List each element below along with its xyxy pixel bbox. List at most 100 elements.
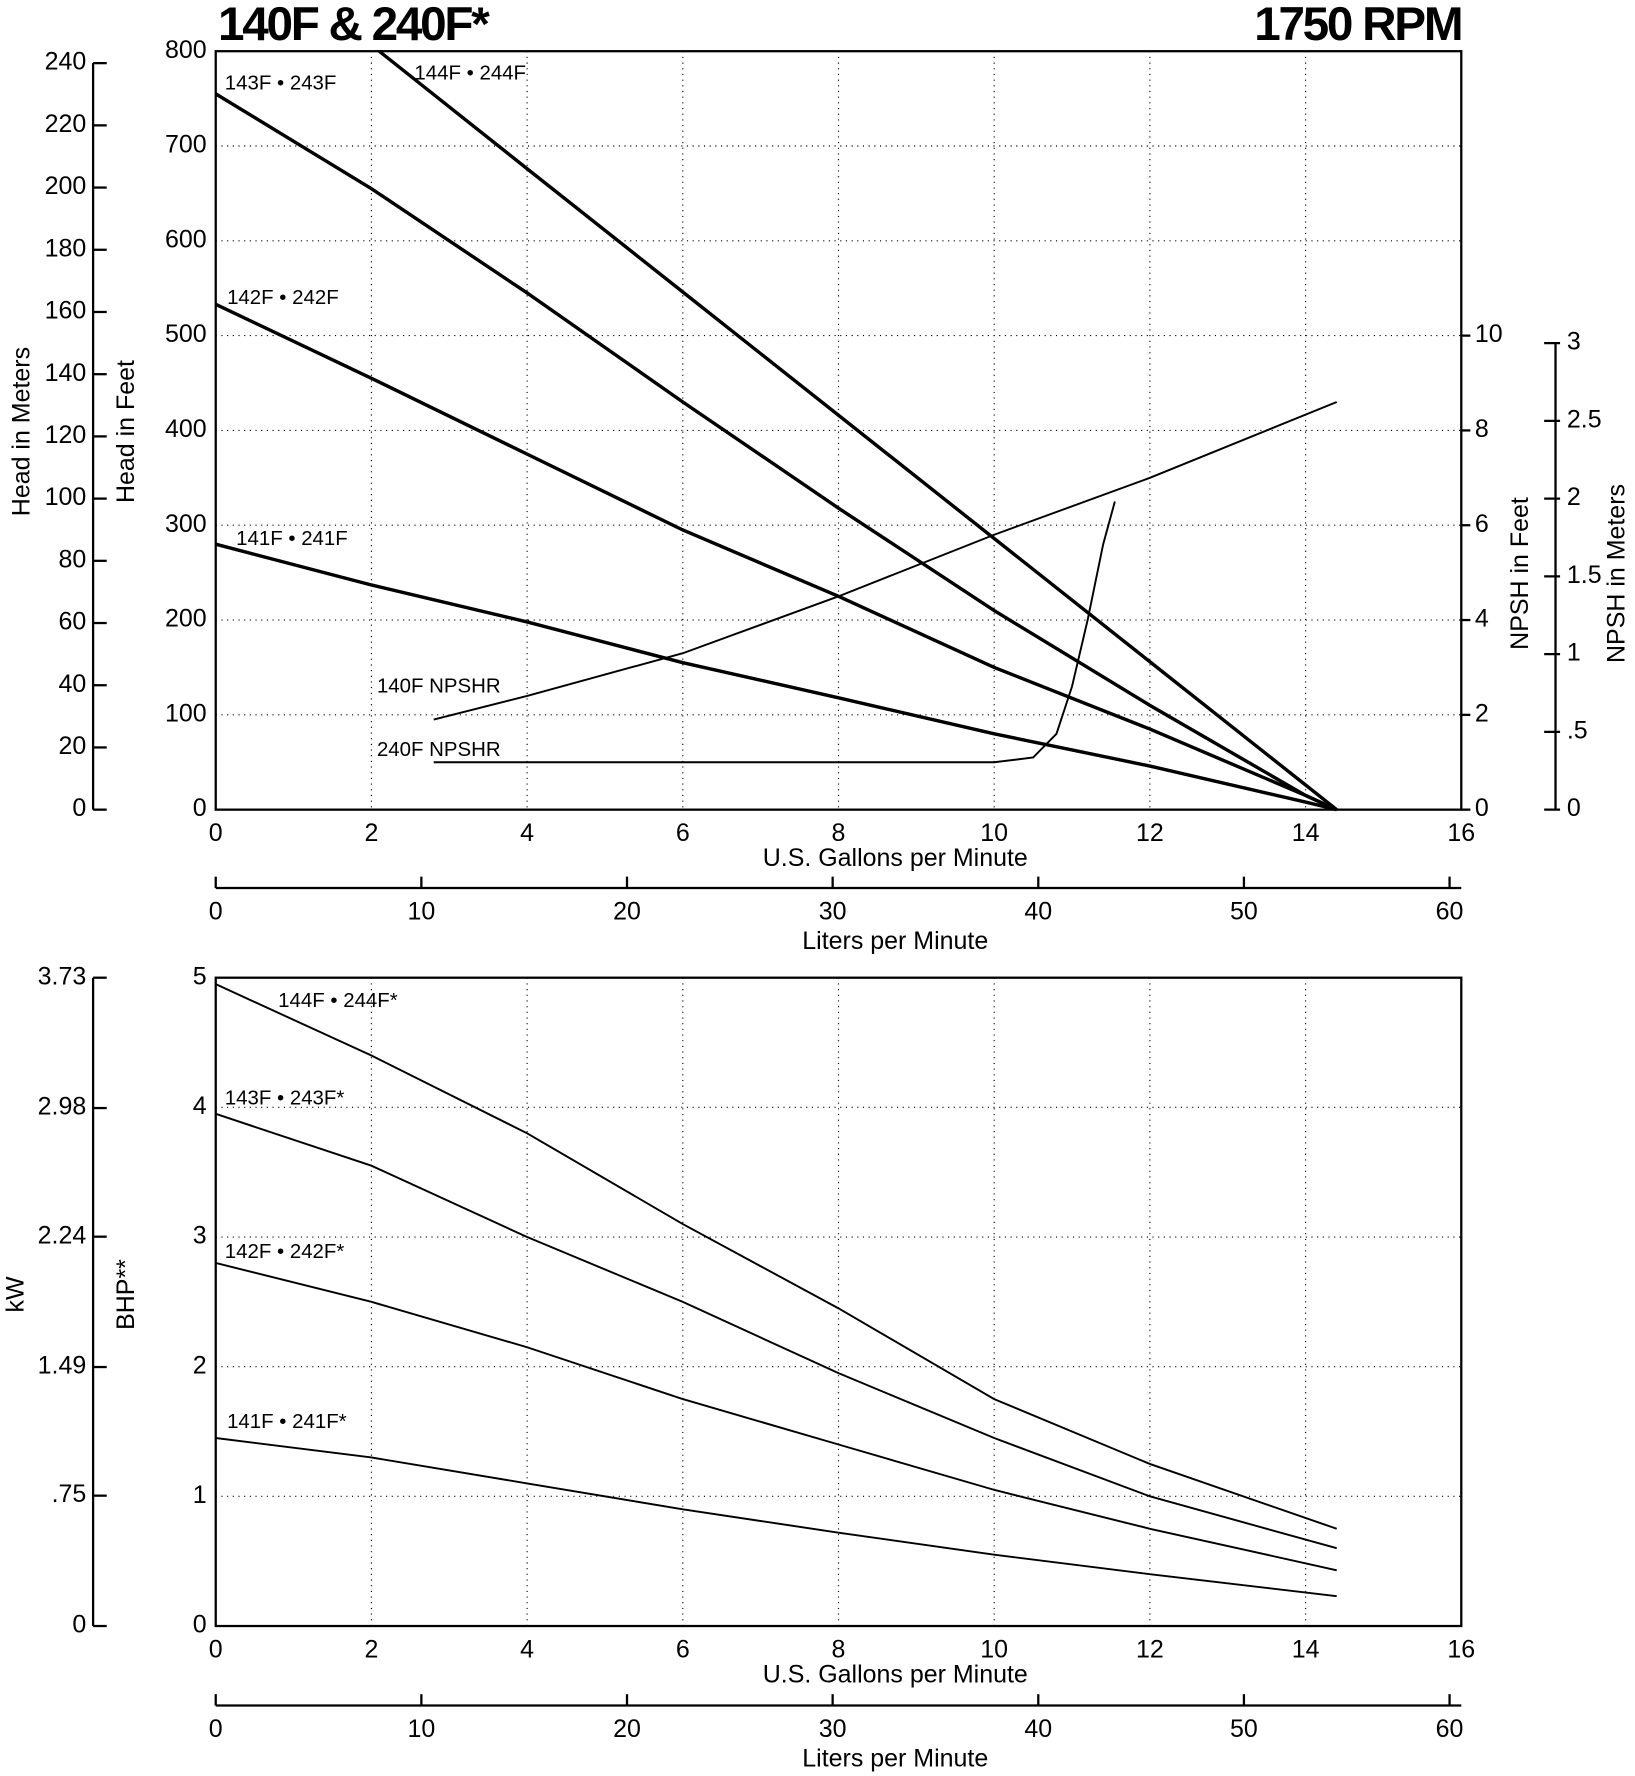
y-tick-label: 5 <box>193 962 207 990</box>
x2-axis-label: Liters per Minute <box>802 1745 988 1773</box>
y-outer-tick-label: 2.98 <box>38 1093 87 1121</box>
x-tick-label: 14 <box>1292 819 1320 847</box>
x2-tick-label: 50 <box>1230 898 1258 926</box>
y-axis-label: Head in Feet <box>112 360 140 503</box>
series-line <box>215 542 1338 812</box>
y2-outer-axis-label: NPSH in Meters <box>1603 484 1631 663</box>
y-outer-tick-label: 3.73 <box>38 962 87 990</box>
x-tick-label: 2 <box>364 819 378 847</box>
x-tick-label: 4 <box>520 819 534 847</box>
series-label: 143F • 243F <box>225 73 337 95</box>
y-outer-tick-label: 80 <box>59 545 87 573</box>
y-outer-axis-label: kW <box>2 1276 30 1312</box>
y-tick-label: 0 <box>193 1611 207 1639</box>
y-axis-label: BHP** <box>112 1259 140 1330</box>
y-outer-tick-label: 40 <box>59 670 87 698</box>
y2-outer-tick-label: 1 <box>1567 639 1581 667</box>
x-axis-label: U.S. Gallons per Minute <box>763 1661 1028 1689</box>
chart-subtitle: 1750 RPM <box>1254 0 1461 51</box>
series-line <box>433 501 1116 764</box>
x-tick-label: 0 <box>209 819 223 847</box>
y2-tick-label: 4 <box>1475 605 1489 633</box>
y-outer-tick-label: 240 <box>45 48 87 76</box>
x2-tick-label: 40 <box>1024 898 1052 926</box>
x-tick-label: 8 <box>832 819 846 847</box>
y2-outer-tick-label: 2.5 <box>1567 405 1602 433</box>
x2-tick-label: 50 <box>1230 1715 1258 1743</box>
x-tick-label: 12 <box>1136 1636 1164 1664</box>
y-tick-label: 800 <box>165 36 207 64</box>
y-tick-label: 400 <box>165 415 207 443</box>
y-outer-tick-label: .75 <box>52 1480 87 1508</box>
y-outer-tick-label: 100 <box>45 483 87 511</box>
series-line <box>215 1262 1337 1572</box>
x-tick-label: 8 <box>832 1636 846 1664</box>
y-outer-tick-label: 200 <box>45 172 87 200</box>
x-tick-label: 14 <box>1292 1636 1320 1664</box>
x2-tick-label: 20 <box>613 1715 641 1743</box>
y-tick-label: 3 <box>193 1222 207 1250</box>
y2-tick-label: 10 <box>1475 320 1503 348</box>
y-tick-label: 4 <box>193 1092 207 1120</box>
x-tick-label: 12 <box>1136 819 1164 847</box>
y-outer-axis-label: Head in Meters <box>7 347 35 516</box>
y2-tick-label: 8 <box>1475 415 1489 443</box>
x2-tick-label: 30 <box>819 1715 847 1743</box>
y2-tick-label: 0 <box>1475 794 1489 822</box>
series-label: 144F • 244F <box>414 62 526 84</box>
y-outer-tick-label: 180 <box>45 234 87 262</box>
x-tick-label: 6 <box>676 819 690 847</box>
x-tick-label: 6 <box>676 1636 690 1664</box>
y-tick-label: 600 <box>165 225 207 253</box>
y2-outer-tick-label: 2 <box>1567 483 1581 511</box>
x-tick-label: 16 <box>1447 819 1475 847</box>
y-outer-tick-label: 160 <box>45 297 87 325</box>
y-tick-label: 100 <box>165 699 207 727</box>
x-axis-label: U.S. Gallons per Minute <box>763 844 1028 872</box>
x-tick-label: 4 <box>520 1636 534 1664</box>
y2-tick-label: 6 <box>1475 510 1489 538</box>
x-tick-label: 16 <box>1447 1636 1475 1664</box>
x2-tick-label: 0 <box>209 898 223 926</box>
series-line <box>215 983 1338 1530</box>
series-line <box>215 1437 1337 1598</box>
y-outer-tick-label: 60 <box>59 608 87 636</box>
series-line <box>433 401 1338 721</box>
series-line <box>378 49 1338 811</box>
series-label: 240F NPSHR <box>377 739 501 761</box>
x2-tick-label: 60 <box>1436 898 1464 926</box>
y-outer-tick-label: 0 <box>72 1611 86 1639</box>
y2-outer-tick-label: 3 <box>1567 328 1581 356</box>
x2-tick-label: 10 <box>407 1715 435 1743</box>
series-line <box>215 1112 1337 1550</box>
y2-tick-label: 2 <box>1475 699 1489 727</box>
y-tick-label: 200 <box>165 605 207 633</box>
y-outer-tick-label: 1.49 <box>38 1352 87 1380</box>
y-outer-tick-label: 20 <box>59 732 87 760</box>
x-tick-label: 10 <box>980 819 1008 847</box>
x-tick-label: 0 <box>209 1636 223 1664</box>
y-tick-label: 700 <box>165 131 207 159</box>
y-tick-label: 2 <box>193 1351 207 1379</box>
x-tick-label: 10 <box>980 1636 1008 1664</box>
y2-axis-label: NPSH in Feet <box>1506 497 1534 650</box>
x2-tick-label: 40 <box>1024 1715 1052 1743</box>
y2-outer-tick-label: 0 <box>1567 794 1581 822</box>
y-outer-tick-label: 2.24 <box>38 1221 87 1249</box>
y-outer-tick-label: 0 <box>72 794 86 822</box>
x2-tick-label: 20 <box>613 898 641 926</box>
series-label: 143F • 243F* <box>225 1088 345 1110</box>
y-tick-label: 500 <box>165 320 207 348</box>
y-outer-tick-label: 220 <box>45 110 87 138</box>
y2-outer-tick-label: .5 <box>1567 716 1588 744</box>
y-tick-label: 1 <box>193 1481 207 1509</box>
x2-tick-label: 10 <box>407 898 435 926</box>
y-tick-label: 300 <box>165 510 207 538</box>
y-outer-tick-label: 140 <box>45 359 87 387</box>
series-label: 142F • 242F <box>227 287 339 309</box>
series-line <box>214 302 1338 812</box>
x2-tick-label: 60 <box>1436 1715 1464 1743</box>
series-label: 142F • 242F* <box>225 1241 345 1263</box>
x2-axis-label: Liters per Minute <box>802 927 988 955</box>
